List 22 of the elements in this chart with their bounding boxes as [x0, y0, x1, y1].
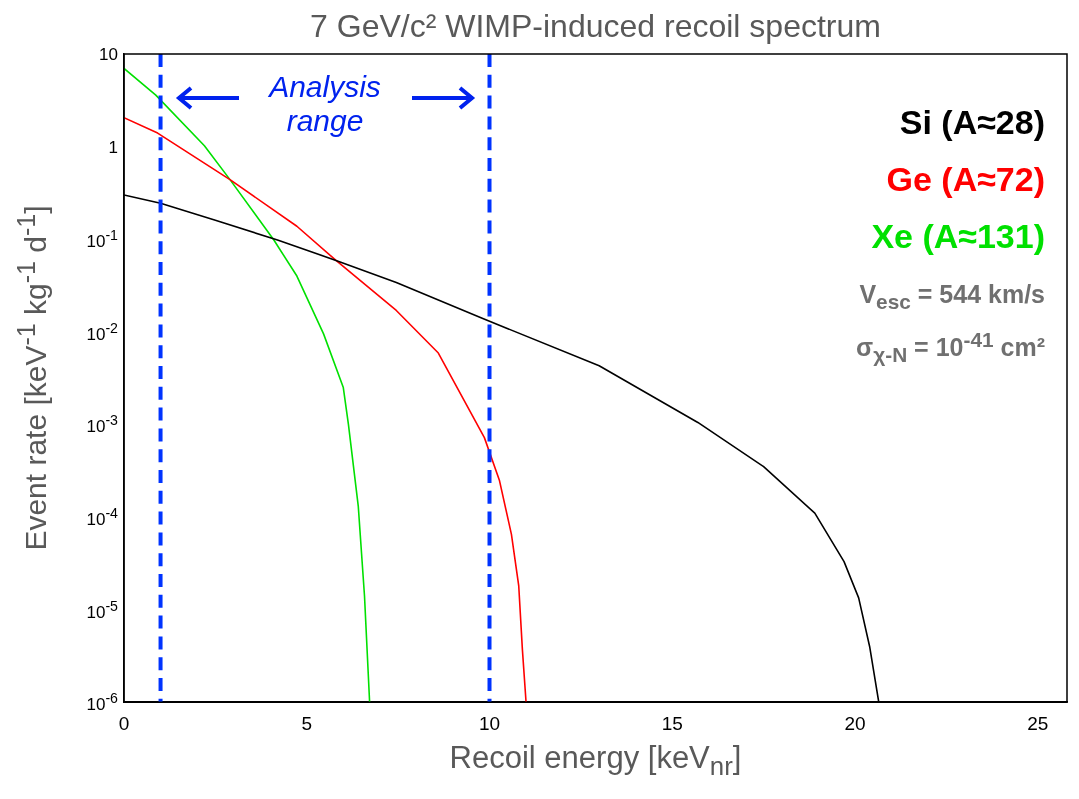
annotation: σ$_{χ-N}$ = 10$^{-41}$ cm²	[856, 327, 1045, 369]
y-tick-label: 10$^{-1}$	[86, 227, 118, 252]
annotation: Analysis range	[267, 70, 382, 138]
y-tick-label: 10$^{-4}$	[86, 505, 118, 529]
text: Si (A≈28)	[898, 102, 1045, 143]
chart-title: 7 GeV/c² WIMP-induced recoil spectrum	[309, 8, 882, 45]
x-tick-label: 10	[478, 712, 501, 734]
y-tick-label: 10$^{-5}$	[86, 597, 118, 622]
x-tick-label: 0	[118, 712, 130, 734]
y-tick-label: 10$^{-6}$	[86, 690, 118, 715]
y-tick-label: 10	[99, 44, 118, 64]
y-tick-label: 1	[108, 137, 118, 157]
y-tick-label: 10$^{-3}$	[86, 412, 118, 437]
annotation: V$_{esc}$ = 544 km/s	[858, 279, 1045, 315]
x-tick-label: 5	[301, 712, 313, 734]
text: Ge (A≈72)	[885, 159, 1045, 200]
y-tick-label: 10$^{-2}$	[86, 319, 118, 344]
text: Xe (A≈131)	[870, 216, 1045, 257]
x-tick-label: 15	[661, 712, 683, 734]
x-axis-title: Recoil energy [keV$_{nr}$]	[448, 740, 743, 782]
x-tick-label: 20	[844, 712, 866, 734]
x-tick-label: 25	[1027, 712, 1049, 734]
